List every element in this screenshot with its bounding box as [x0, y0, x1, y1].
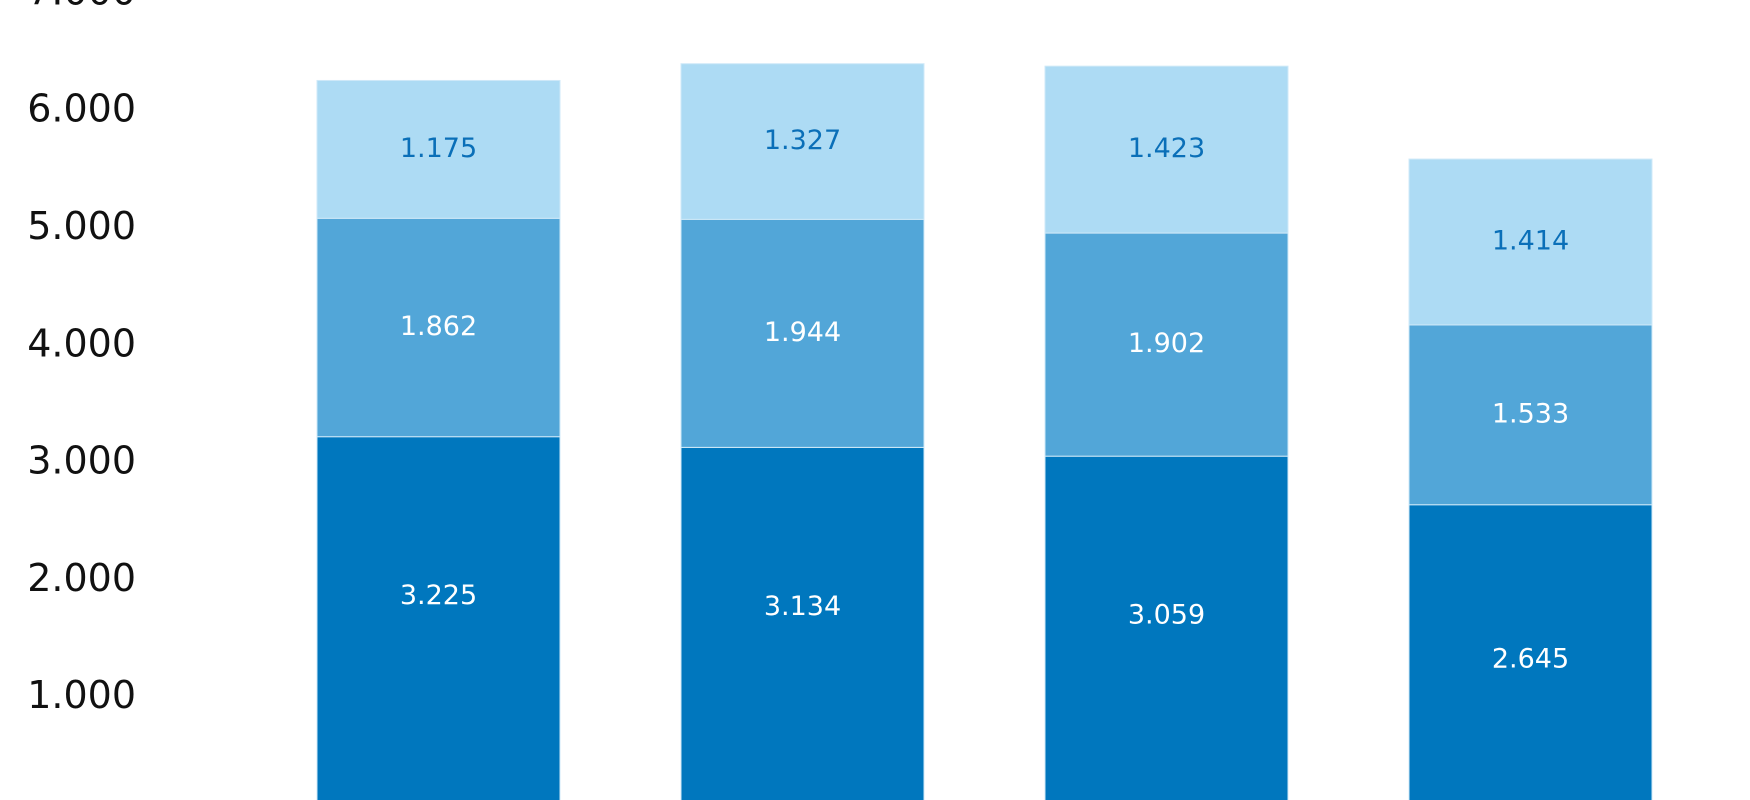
bar-segment-top: [680, 63, 925, 220]
data-label: 1.423: [1128, 133, 1205, 164]
data-label: 1.533: [1492, 398, 1569, 429]
data-label: 3.225: [400, 580, 477, 611]
data-label: 1.862: [400, 311, 477, 342]
data-label: 2.645: [1492, 643, 1569, 674]
y-tick-label: 7.000: [27, 0, 136, 13]
y-tick-label: 5.000: [27, 204, 136, 248]
bars: [316, 63, 1653, 800]
bar-segment-bottom: [1044, 455, 1289, 800]
bar-segment-top: [1044, 65, 1289, 234]
y-tick-label: 1.000: [27, 673, 136, 717]
data-label: 1.175: [400, 133, 477, 164]
bar-segment-bottom: [316, 436, 561, 800]
bar-segment-bottom: [680, 446, 925, 800]
y-axis: 1.000 2.000 3.000 4.000 5.000 6.000 7.000: [27, 0, 136, 717]
y-tick-label: 3.000: [27, 439, 136, 483]
data-label: 3.134: [764, 591, 841, 622]
data-label: 1.414: [1492, 225, 1569, 256]
bar-segment-bottom: [1408, 504, 1653, 800]
y-tick-label: 2.000: [27, 556, 136, 600]
bar-segment-top: [1408, 158, 1653, 326]
bar-segment-middle: [1044, 232, 1289, 457]
y-tick-label: 6.000: [27, 87, 136, 131]
data-label: 3.059: [1128, 600, 1205, 631]
data-label: 1.327: [764, 125, 841, 156]
data-label: 1.944: [764, 317, 841, 348]
bar-segment-middle: [316, 217, 561, 438]
bar-segment-top: [316, 79, 561, 219]
y-tick-label: 4.000: [27, 321, 136, 365]
data-labels: 3.225 1.862 1.175 3.134 1.944 1.327 3.059 1.902…: [400, 125, 1569, 674]
data-label: 1.902: [1128, 328, 1205, 359]
